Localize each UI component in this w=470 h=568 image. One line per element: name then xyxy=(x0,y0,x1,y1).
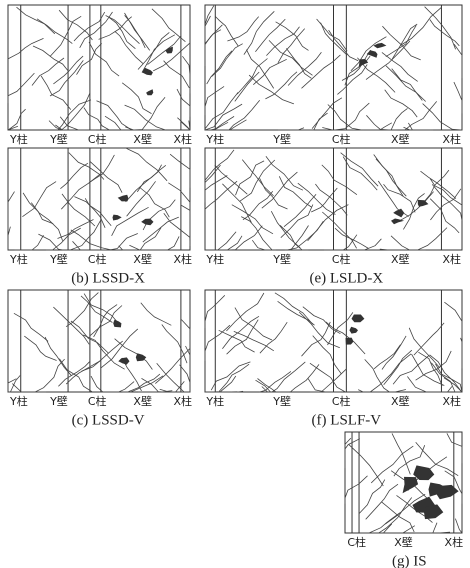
position-label: C柱 xyxy=(347,535,366,549)
position-label: X柱 xyxy=(442,252,461,266)
panel-frame xyxy=(8,148,190,250)
position-label: Y柱 xyxy=(9,132,28,146)
crack-panel: Y柱 Y壁 C柱 X壁 X柱 (c) LSSD-V xyxy=(8,290,192,428)
position-label: Y壁 xyxy=(49,252,68,266)
position-label: X柱 xyxy=(445,535,464,549)
position-label: X柱 xyxy=(173,394,192,408)
position-label: C柱 xyxy=(332,394,351,408)
position-label: X壁 xyxy=(133,132,152,146)
panel-caption: (b) LSSD-X xyxy=(71,270,145,286)
position-label: X柱 xyxy=(173,252,192,266)
panel-frame xyxy=(345,432,462,533)
position-label: C柱 xyxy=(88,132,107,146)
crack-panel: C柱 X壁 X柱 (g) IS xyxy=(345,432,463,568)
position-label: X壁 xyxy=(391,394,410,408)
position-label: Y柱 xyxy=(205,132,224,146)
crack-panel: Y柱 Y壁 C柱 X壁 X柱 (b) LSSD-X xyxy=(8,148,192,286)
crack-panel: Y柱Y壁C柱X壁X柱(d) LSLF-X xyxy=(205,5,462,166)
position-label: X壁 xyxy=(391,252,410,266)
position-label: C柱 xyxy=(88,252,107,266)
crack-panel: Y柱 Y壁 C柱 X壁 X柱 (e) LSLD-X xyxy=(205,148,462,286)
position-label: X壁 xyxy=(133,394,152,408)
panel-frame xyxy=(8,5,190,130)
position-label: X壁 xyxy=(394,535,413,549)
panel-caption: (c) LSSD-V xyxy=(72,412,145,428)
panel-caption: (g) IS xyxy=(392,553,427,568)
position-label: Y柱 xyxy=(9,252,28,266)
position-label: Y壁 xyxy=(49,394,68,408)
panel-caption: (f) LSLF-V xyxy=(312,412,382,428)
position-label: Y壁 xyxy=(272,394,291,408)
position-label: X柱 xyxy=(442,394,461,408)
position-label: C柱 xyxy=(332,132,351,146)
position-label: Y柱 xyxy=(205,252,224,266)
position-label: Y壁 xyxy=(272,252,291,266)
position-label: X柱 xyxy=(442,132,461,146)
crack-panel: Y柱Y壁C柱X壁X柱(a) LSSF-X xyxy=(8,5,192,166)
position-label: X壁 xyxy=(391,132,410,146)
panel-caption: (e) LSLD-X xyxy=(309,270,383,286)
position-label: Y柱 xyxy=(205,394,224,408)
figure: Y柱Y壁C柱X壁X柱(a) LSSF-XY柱Y壁C柱X壁X柱(b) LSSD-X… xyxy=(0,0,470,568)
position-label: Y柱 xyxy=(9,394,28,408)
position-label: Y壁 xyxy=(49,132,68,146)
position-label: C柱 xyxy=(88,394,107,408)
position-label: Y壁 xyxy=(272,132,291,146)
crack-panel: Y柱 Y壁 C柱 X壁 X柱 (f) LSLF-V xyxy=(205,290,462,428)
position-label: X壁 xyxy=(133,252,152,266)
position-label: X柱 xyxy=(173,132,192,146)
position-label: C柱 xyxy=(332,252,351,266)
